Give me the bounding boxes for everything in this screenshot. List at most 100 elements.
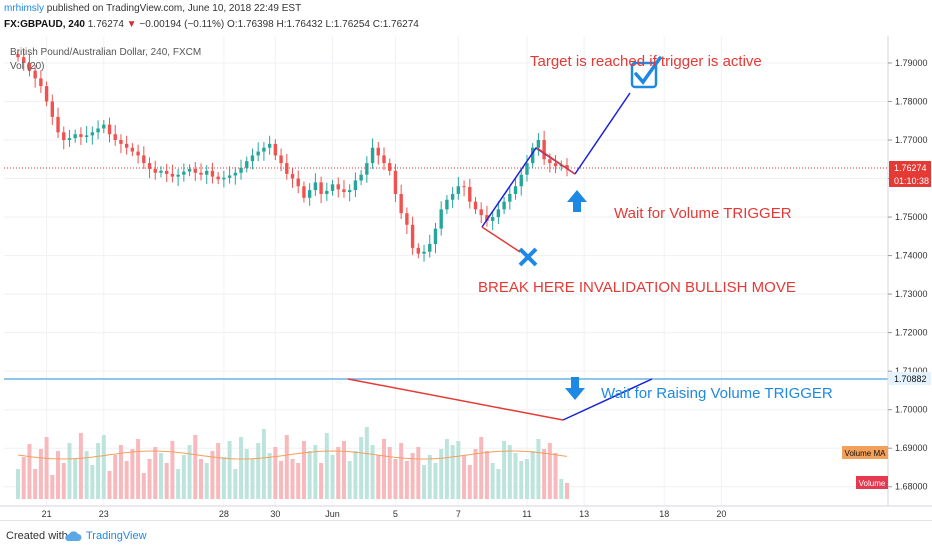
volume-bar (524, 459, 529, 499)
chart-area[interactable]: Target is reached if trigger is active Wa… (0, 36, 932, 520)
candle-body (182, 171, 186, 175)
volume-bar (416, 447, 421, 499)
time-tick-label: 18 (659, 509, 669, 519)
author-link[interactable]: mrhimsly (4, 3, 44, 14)
price-tick-label: 1.78000 (895, 96, 928, 106)
candle-body (302, 186, 306, 198)
candle-body (164, 170, 169, 174)
time-tick-label: 5 (393, 509, 398, 519)
candle-body (382, 155, 386, 164)
volume-bar (313, 445, 318, 499)
volume-bar (16, 469, 20, 499)
arrow-down-icon (565, 377, 585, 400)
candle-body (44, 86, 49, 102)
countdown-label-bg (889, 173, 931, 187)
candle-body (450, 193, 455, 200)
candle-body (313, 182, 318, 191)
arrow-up-icon (567, 190, 587, 212)
annotation-target: Target is reached if trigger is active (530, 53, 762, 70)
candle-body (325, 190, 329, 194)
volume-bar (90, 465, 95, 499)
candle-body (90, 132, 95, 136)
candle-body (519, 174, 523, 187)
candle-body (227, 175, 232, 178)
candle-body (170, 173, 175, 177)
volume-bar (256, 443, 261, 499)
candle-body (222, 177, 226, 180)
current-price-label-bg (889, 160, 931, 174)
volume-bar (296, 463, 301, 499)
volume-ma-tag: Volume MA (845, 449, 887, 458)
tradingview-link[interactable]: TradingView (86, 530, 147, 542)
candle-body (319, 182, 323, 194)
time-tick-label: Jun (325, 509, 340, 519)
volume-bar (376, 455, 381, 499)
candle-body (239, 167, 243, 173)
volume-bar (176, 469, 181, 499)
price-tick-label: 1.71000 (895, 366, 928, 376)
current-price-label: 1.76274 (894, 163, 927, 173)
candle-body (433, 228, 438, 245)
candle-body (548, 159, 552, 164)
price-tick-label: 1.69000 (895, 443, 928, 453)
price-chart[interactable]: Target is reached if trigger is active Wa… (0, 36, 932, 520)
check-icon (634, 56, 662, 85)
candle-body (439, 209, 443, 229)
candle-body (330, 184, 335, 191)
volume-bar (124, 461, 129, 499)
low-value: L:1.76254 (322, 19, 370, 30)
volume-bar (479, 437, 484, 499)
candle-body (502, 201, 506, 210)
candle-body (84, 135, 89, 137)
candle-body (290, 173, 295, 179)
volume-bar (170, 441, 175, 499)
x-icon-stroke-2 (518, 247, 538, 267)
volume-bar (67, 443, 72, 499)
last-price: 1.76274 (84, 19, 124, 30)
chart-legend: British Pound/Australian Dollar, 240, FX… (10, 46, 201, 74)
candle-body (416, 247, 421, 254)
candle-body (67, 138, 72, 141)
volume-bar (158, 453, 163, 499)
price-tick-label: 1.79000 (895, 58, 928, 68)
candle-body (525, 163, 529, 175)
candle-body (496, 209, 501, 218)
time-tick-label: 13 (579, 509, 589, 519)
volume-bar (193, 435, 198, 499)
volume-bar (542, 449, 547, 499)
volume-bar (301, 441, 306, 499)
legend-volume: Vol (20) (10, 61, 45, 72)
candle-body (307, 190, 312, 198)
candle-body (187, 168, 192, 172)
volume-bar (78, 433, 83, 499)
volume-bar (164, 463, 169, 499)
close-value: C:1.76274 (369, 19, 419, 30)
volume-bar (404, 461, 409, 499)
chart-header: mrhimsly published on TradingView.com, J… (0, 0, 932, 36)
candle-body (553, 163, 558, 167)
volume-bar (399, 443, 404, 499)
candle-body (199, 172, 203, 175)
volume-bar (336, 447, 341, 499)
candle-body (468, 187, 472, 202)
annotation-break-here: BREAK HERE INVALIDATION BULLISH MOVE (478, 279, 796, 296)
candle-body (62, 132, 66, 141)
legend-title: British Pound/Australian Dollar, 240, FX… (10, 47, 202, 58)
candle-body (245, 161, 249, 168)
volume-bar (21, 457, 26, 499)
volume-bar (462, 455, 467, 499)
volume-bar (273, 447, 278, 499)
publish-text: published on TradingView.com, June 10, 2… (44, 3, 302, 14)
candle-body (193, 168, 197, 173)
candle-body (405, 213, 409, 225)
volume-bar (347, 461, 352, 499)
candle-body (445, 199, 449, 210)
volume-bar (422, 465, 427, 499)
volume-bar (364, 427, 369, 499)
candle-body (428, 244, 432, 252)
candle-body (273, 143, 278, 156)
volume-bar (439, 449, 444, 499)
candle-body (347, 190, 352, 193)
candle-body (33, 70, 37, 79)
high-value: H:1.76432 (273, 19, 323, 30)
